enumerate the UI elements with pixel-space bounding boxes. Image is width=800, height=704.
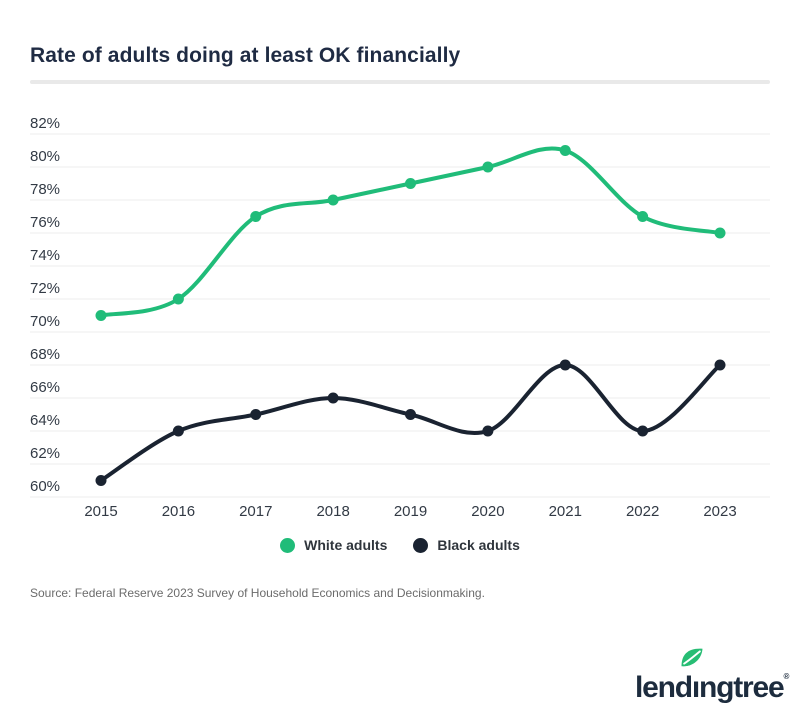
legend-label-white-adults: White adults xyxy=(304,537,388,553)
x-axis-tick-label: 2023 xyxy=(703,503,736,520)
x-axis-tick-label: 2021 xyxy=(549,503,582,520)
data-point-white-adults xyxy=(637,211,649,222)
data-point-black-adults xyxy=(95,475,107,486)
line-chart: 82% 80% 78% 76% 74% 72% 70% 68% 66% 64% 62% 60% 2015… xyxy=(30,115,770,520)
y-axis-tick-label: 78% xyxy=(30,181,60,198)
chart-legend: White adults Black adults xyxy=(0,537,800,553)
y-axis-tick-label: 64% xyxy=(30,412,60,429)
data-point-black-adults xyxy=(714,359,726,371)
y-axis-tick-label: 66% xyxy=(30,379,60,396)
source-attribution: Source: Federal Reserve 2023 Survey of H… xyxy=(30,586,485,600)
y-axis-tick-label: 68% xyxy=(30,346,60,363)
data-point-white-adults xyxy=(559,145,571,156)
data-point-black-adults xyxy=(250,409,262,420)
data-point-white-adults xyxy=(172,293,184,305)
series-line-black-adults xyxy=(99,362,722,483)
data-point-black-adults xyxy=(637,425,649,437)
y-axis-tick-label: 80% xyxy=(30,148,60,165)
y-axis-tick-label: 62% xyxy=(30,445,60,462)
logo-text-part1: lend xyxy=(635,671,693,704)
legend-label-black-adults: Black adults xyxy=(437,537,520,553)
y-axis-tick-label: 60% xyxy=(30,478,60,495)
y-axis-tick-label: 72% xyxy=(30,280,60,297)
data-point-white-adults xyxy=(482,161,494,173)
series-line-white-adults xyxy=(99,146,722,318)
x-axis-tick-label: 2022 xyxy=(626,503,659,520)
lendingtree-logo: lendıngtree® xyxy=(635,648,790,703)
data-point-black-adults xyxy=(559,359,571,371)
y-axis-tick-label: 70% xyxy=(30,313,60,330)
data-point-black-adults xyxy=(405,409,416,420)
data-point-black-adults xyxy=(327,392,339,404)
x-axis-tick-label: 2019 xyxy=(394,503,427,520)
page-title: Rate of adults doing at least OK financi… xyxy=(30,44,461,67)
data-point-white-adults xyxy=(327,194,339,206)
y-axis-tick-label: 76% xyxy=(30,214,60,231)
x-axis-tick-label: 2015 xyxy=(84,503,117,520)
data-point-black-adults xyxy=(482,425,494,437)
x-axis-tick-label: 2016 xyxy=(162,503,195,520)
x-axis-tick-label: 2018 xyxy=(316,503,349,520)
data-point-black-adults xyxy=(172,425,184,437)
legend-item-black-adults: Black adults xyxy=(413,537,520,553)
y-axis-tick-label: 74% xyxy=(30,247,60,264)
logo-text-part2: ngtree xyxy=(699,671,785,704)
data-point-white-adults xyxy=(714,227,726,239)
x-axis-tick-label: 2017 xyxy=(239,503,272,520)
leaf-icon xyxy=(681,648,703,667)
data-point-white-adults xyxy=(250,211,262,222)
data-point-white-adults xyxy=(95,310,107,321)
x-axis-tick-label: 2020 xyxy=(471,503,504,520)
logo-text-dotless-i: ı xyxy=(691,671,700,704)
white-adults-dot-icon xyxy=(280,537,296,553)
data-point-white-adults xyxy=(405,178,416,189)
title-divider xyxy=(30,80,770,84)
black-adults-dot-icon xyxy=(413,537,429,553)
logo-registered-mark: ® xyxy=(783,672,790,681)
y-axis-tick-label: 82% xyxy=(30,115,60,132)
legend-item-white-adults: White adults xyxy=(280,537,387,553)
